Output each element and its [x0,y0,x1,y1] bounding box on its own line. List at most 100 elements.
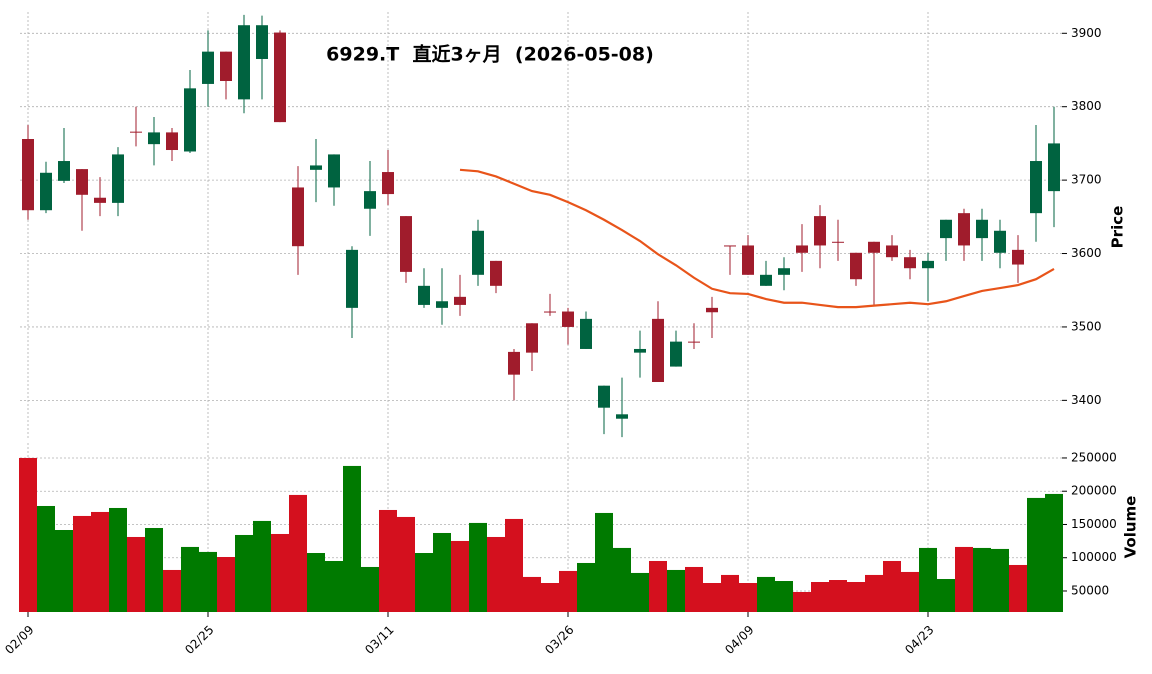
candle-body [454,296,466,305]
volume-bar [991,548,1009,612]
volume-bar [649,560,667,612]
candle-body [760,274,772,286]
y-tick-label: 150000 [1071,517,1117,531]
candle-body [490,260,502,286]
candle-body [616,414,628,419]
candle-body [670,341,682,367]
volume-bar [757,576,775,612]
candle-body [508,351,520,375]
volume-bar [91,511,109,612]
volume-bar [73,515,91,612]
candle-body [706,307,718,313]
volume-bar [613,547,631,612]
candle-body [994,230,1006,253]
volume-bar [307,553,325,612]
volume-bar [469,522,487,612]
candle-body [418,285,430,305]
candle-body [580,318,592,349]
candle-body [166,132,178,151]
volume-bar [127,536,145,612]
candle-body [976,219,988,239]
candle-body [598,385,610,408]
volume-bar [253,520,271,612]
y-tick-label: 100000 [1071,550,1117,564]
candle-body [400,216,412,272]
candle-body [544,311,556,313]
volume-bar [19,457,37,612]
candle-body [256,25,268,59]
candle-body [634,348,646,353]
volume-bar [685,566,703,612]
volume-bar [217,556,235,612]
volume-bar [793,591,811,612]
candle-body [778,268,790,275]
candle-body [274,32,286,123]
candle-body [940,219,952,239]
candle-body [220,51,232,82]
volume-bar [343,465,361,612]
volume-bar [1009,564,1027,612]
candle-body [40,172,52,211]
volume-bar [1045,493,1063,612]
volume-bar [109,507,127,612]
candle-body [562,311,574,327]
volume-bar [289,494,307,612]
volume-bar [55,529,73,612]
candle-body [238,25,250,100]
volume-bar [847,582,865,612]
volume-bar [775,581,793,612]
candle-body [184,88,196,152]
y-axis-label: Volume [1122,496,1140,559]
volume-bar [451,540,469,612]
candle-body [328,154,340,188]
y-tick-label: 200000 [1071,484,1117,498]
candle-body [868,241,880,253]
y-tick-label: 3600 [1071,246,1102,260]
volume-bar [667,569,685,612]
candle-body [112,154,124,203]
volume-bar [721,574,739,612]
candle-body [796,245,808,253]
volume-bar [181,546,199,612]
volume-bar [865,574,883,612]
candle-body [742,245,754,275]
y-tick-label: 3900 [1071,26,1102,40]
candle-body [76,169,88,195]
candle-body [1012,249,1024,265]
volume-bar [577,562,595,612]
volume-bar [937,579,955,612]
y-tick-label: 3800 [1071,99,1102,113]
x-tick-label: 02/09 [2,623,36,657]
y-tick-label: 3400 [1071,393,1102,407]
candle-body [292,187,304,247]
volume-bar [487,536,505,612]
candle-body [886,245,898,258]
volume-bar [901,571,919,612]
x-tick-label: 04/09 [722,623,756,657]
volume-bar [703,583,721,612]
candle-body [364,191,376,209]
chart-title: 6929.T 直近3ヶ月 (2026-05-08) [326,43,654,66]
volume-bar [37,505,55,612]
moving-average-line [459,168,1055,309]
candle-body [814,216,826,246]
candle-body [130,131,142,133]
candle-body [958,213,970,246]
candle-body [346,249,358,308]
candle-body [382,172,394,195]
volume-bar [379,509,397,612]
candle-body [58,161,70,181]
volume-bar [199,551,217,612]
volume-bar [1027,497,1045,612]
x-tick-label: 03/11 [362,623,396,657]
candle-body [652,318,664,383]
volume-bar [631,572,649,612]
volume-bar [415,553,433,612]
y-axis-label: Price [1109,206,1127,249]
volume-bar [559,570,577,612]
candle-body [310,165,322,170]
volume-bar [505,518,523,612]
volume-bar [145,527,163,612]
candle-body [202,51,214,84]
